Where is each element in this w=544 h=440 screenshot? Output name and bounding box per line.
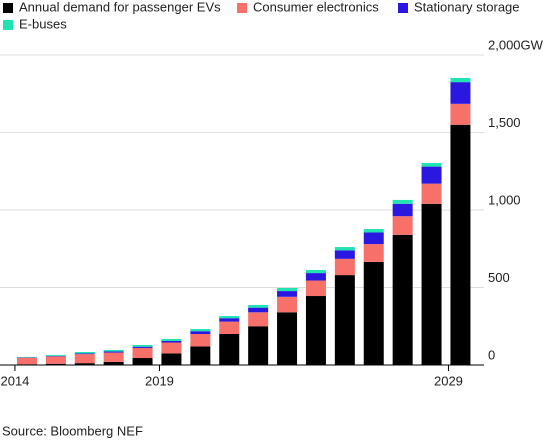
bar-segment (132, 346, 153, 348)
bar-segment (219, 321, 240, 334)
bar-segment (392, 199, 413, 204)
bar-segment (132, 358, 153, 365)
legend-swatch (3, 20, 13, 30)
bar-segment (392, 234, 413, 365)
legend-label: Annual demand for passenger EVs (19, 0, 221, 14)
bar-segment (103, 352, 124, 362)
bar-segment (45, 363, 66, 365)
bar-segment (132, 345, 153, 347)
y-tick-label: 2,000GW (488, 37, 544, 52)
bar-segment (74, 354, 95, 364)
bar-segment (248, 307, 269, 313)
x-tick-label: 2019 (145, 373, 174, 388)
bar-segment (450, 82, 471, 104)
bar-segment (392, 203, 413, 217)
bar-segment (190, 334, 211, 347)
bar-segment (421, 183, 442, 204)
bar-segment (277, 296, 298, 313)
bar-segment (219, 316, 240, 319)
legend-label: Consumer electronics (253, 0, 379, 14)
x-tick-label: 2029 (434, 373, 463, 388)
bar-segment (16, 357, 37, 365)
bar-segment (74, 363, 95, 365)
bar-segment (363, 244, 384, 262)
bar-segment (277, 291, 298, 297)
bar-segment (132, 347, 153, 359)
bar-segment (421, 163, 442, 167)
bar-segment (363, 232, 384, 245)
bar-segment (103, 351, 124, 353)
bar-segment (363, 261, 384, 365)
bar-segment (392, 216, 413, 235)
bar-segment (161, 338, 182, 341)
bar-segment (219, 334, 240, 365)
bar-segment (45, 356, 66, 364)
bar-segment (74, 351, 95, 354)
bar-segment (248, 305, 269, 308)
bar-segment (103, 349, 124, 352)
bar-segment (450, 77, 471, 83)
bar-segment (305, 296, 326, 365)
legend-label: E-buses (19, 16, 67, 31)
legend-label: Stationary storage (414, 0, 520, 14)
bar-segment (421, 166, 442, 184)
bar-segment (161, 353, 182, 365)
bar-segment (305, 269, 326, 274)
y-tick-label: 1,000 (488, 192, 521, 207)
bar-segment (161, 340, 182, 343)
bar-segment (190, 346, 211, 365)
bar-segment (248, 312, 269, 327)
bar-segment (450, 124, 471, 365)
bar-segment (277, 287, 298, 292)
bar-segment (16, 364, 37, 365)
bar-segment (334, 275, 355, 365)
bar-segment (334, 247, 355, 251)
bar-segment (248, 326, 269, 365)
bar-segment (450, 103, 471, 125)
y-tick-label: 1,500 (488, 115, 521, 130)
source: Source: Bloomberg NEF (2, 423, 143, 438)
bar-segment (334, 250, 355, 259)
bar-segment (421, 203, 442, 365)
legend-swatch (3, 3, 13, 13)
bar-segment (219, 318, 240, 322)
bar-segment (74, 353, 95, 355)
x-tick-label: 2014 (0, 373, 29, 388)
bar-segment (190, 329, 211, 332)
bar-segment (277, 312, 298, 365)
legend-swatch (237, 3, 247, 13)
bar-segment (161, 342, 182, 354)
bar-segment (363, 229, 384, 233)
y-tick-label: 0 (488, 347, 495, 362)
bar-segment (305, 280, 326, 297)
bar-segment (190, 331, 211, 334)
bar-segment (305, 273, 326, 281)
bar-segment (45, 354, 66, 356)
legend-swatch (398, 3, 408, 13)
bar-segment (103, 361, 124, 365)
bar-segment (334, 258, 355, 276)
y-tick-label: 500 (488, 270, 510, 285)
